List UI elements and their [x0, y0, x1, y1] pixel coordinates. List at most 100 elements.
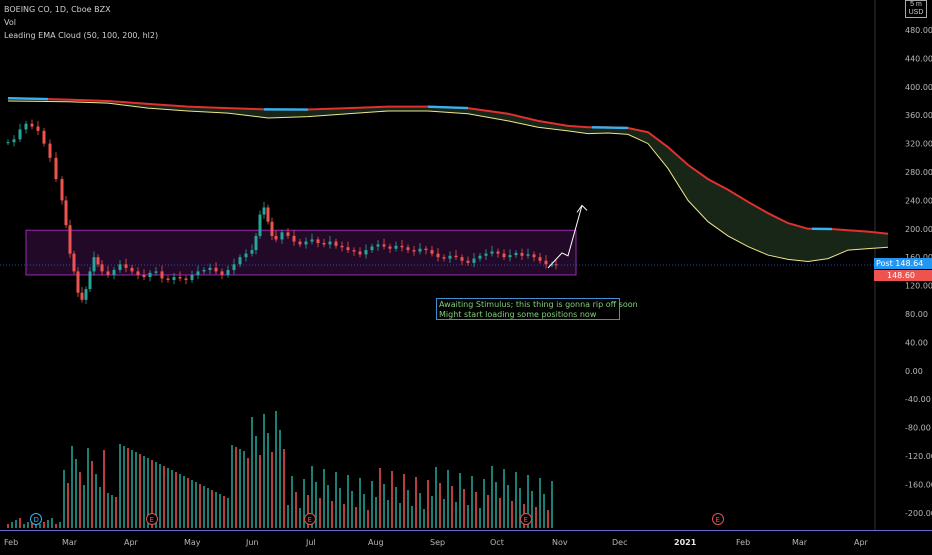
- candle-body: [425, 249, 428, 250]
- volume-bar: [383, 484, 385, 528]
- candle-body: [69, 225, 72, 253]
- post-tag: Post: [876, 259, 893, 268]
- volume-bar: [263, 414, 265, 528]
- y-tick-label: 480.00: [905, 26, 932, 35]
- candle-body: [271, 222, 274, 236]
- candle-body: [197, 271, 200, 275]
- annotation-line-1: Awaiting Stimulus; this thing is gonna r…: [439, 300, 617, 310]
- legend-indicator[interactable]: Leading EMA Cloud (50, 100, 200, hl2): [4, 29, 158, 42]
- volume-bar: [491, 466, 493, 528]
- x-tick-label: May: [184, 538, 201, 547]
- volume-bar: [359, 478, 361, 528]
- volume-bar: [291, 476, 293, 528]
- candle-body: [555, 264, 558, 265]
- volume-bar: [475, 492, 477, 528]
- legend-volume[interactable]: Vol: [4, 16, 158, 29]
- y-tick-label: 320.00: [905, 140, 932, 149]
- candle-body: [73, 254, 76, 272]
- volume-bar: [159, 464, 161, 528]
- candle-body: [317, 239, 320, 243]
- text-annotation[interactable]: Awaiting Stimulus; this thing is gonna r…: [436, 298, 620, 320]
- volume-bar: [323, 469, 325, 528]
- last-value: 148.60: [887, 271, 915, 280]
- dividend-marker-label: D: [34, 516, 39, 524]
- volume-bar: [195, 482, 197, 528]
- x-tick-label: Apr: [854, 538, 869, 547]
- candle-body: [37, 127, 40, 131]
- earnings-marker-label: E: [308, 516, 312, 524]
- currency-unit-box[interactable]: 5 m USD: [905, 0, 927, 18]
- volume-bar: [223, 496, 225, 528]
- candle-body: [539, 257, 542, 261]
- volume-bar: [415, 477, 417, 528]
- candle-body: [371, 247, 374, 251]
- y-tick-label: -40.00: [905, 395, 931, 404]
- y-tick-label: -80.00: [905, 424, 931, 433]
- candle-body: [353, 250, 356, 251]
- volume-bar: [211, 490, 213, 528]
- volume-bar: [379, 468, 381, 528]
- candle-body: [191, 275, 194, 280]
- candle-body: [239, 257, 242, 264]
- candle-body: [299, 242, 302, 245]
- x-tick-label: Dec: [612, 538, 627, 547]
- volume-bar: [227, 498, 229, 528]
- volume-bar: [179, 474, 181, 528]
- volume-bar: [95, 474, 97, 528]
- candle-body: [461, 257, 464, 261]
- volume-bar: [411, 506, 413, 528]
- candle-body: [215, 268, 218, 272]
- candle-body: [287, 232, 290, 236]
- candle-body: [251, 250, 254, 254]
- volume-bar: [59, 522, 61, 528]
- candle-body: [161, 271, 164, 278]
- candle-body: [515, 253, 518, 255]
- candle-body: [509, 255, 512, 257]
- volume-bar: [239, 449, 241, 528]
- volume-bar: [295, 492, 297, 528]
- volume-bar: [143, 456, 145, 528]
- candle-body: [473, 259, 476, 263]
- candle-body: [55, 158, 58, 179]
- candle-body: [149, 273, 152, 277]
- y-tick-label: 360.00: [905, 111, 932, 120]
- volume-bar: [51, 518, 53, 528]
- volume-bar: [419, 493, 421, 528]
- candle-body: [419, 249, 422, 252]
- volume-bar: [443, 499, 445, 528]
- candle-body: [89, 271, 92, 289]
- volume-bar: [455, 502, 457, 528]
- candle-body: [185, 279, 188, 280]
- candle-body: [203, 270, 206, 271]
- volume-bar: [451, 486, 453, 528]
- candle-body: [245, 254, 248, 258]
- candle-body: [347, 247, 350, 250]
- post-price-label: Post 148.64: [874, 258, 932, 269]
- candle-body: [137, 271, 140, 275]
- candle-body: [479, 256, 482, 259]
- volume-bar: [67, 483, 69, 528]
- x-tick-label: Mar: [62, 538, 78, 547]
- volume-bar: [163, 466, 165, 528]
- candle-body: [65, 200, 68, 225]
- legend-symbol[interactable]: BOEING CO, 1D, Cboe BZX: [4, 3, 158, 16]
- earnings-marker-label: E: [716, 516, 720, 524]
- candle-body: [341, 246, 344, 247]
- volume-bar: [135, 452, 137, 528]
- volume-bar: [231, 445, 233, 528]
- volume-bar: [83, 485, 85, 528]
- volume-bar: [283, 449, 285, 528]
- volume-bar: [395, 487, 397, 528]
- y-tick-label: 280.00: [905, 168, 932, 177]
- candle-body: [167, 279, 170, 280]
- y-tick-label: 120.00: [905, 282, 932, 291]
- candle-body: [61, 179, 64, 200]
- volume-bar: [287, 505, 289, 528]
- volume-bar: [531, 491, 533, 528]
- candle-body: [329, 242, 332, 245]
- candle-body: [401, 246, 404, 247]
- volume-bar: [15, 520, 17, 528]
- volume-bar: [199, 484, 201, 528]
